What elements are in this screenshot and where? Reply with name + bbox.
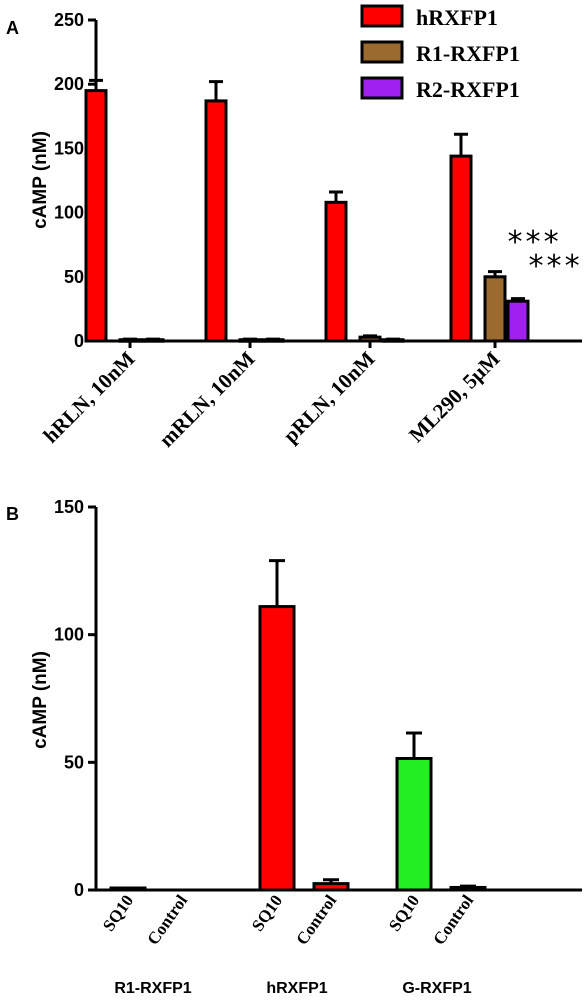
panel-a-bar — [358, 335, 382, 343]
legend-label: R2-RXFP1 — [416, 77, 520, 102]
panel-b-error-bar — [269, 559, 285, 607]
panel-a-error-bar — [209, 80, 223, 101]
panel-a-y-tick-label: 200 — [54, 74, 84, 94]
panel-a-bar — [324, 200, 348, 343]
panel-a-error-bar — [266, 337, 280, 341]
panel-a-error-bar — [89, 78, 103, 91]
panel-b-y-tick-label: 50 — [64, 752, 84, 772]
panel-a-error-bar — [329, 190, 343, 203]
panel-a-bar — [204, 99, 228, 343]
panel-b-bar-label: SQ10 — [385, 891, 423, 934]
panel-a-y-tick-label: 0 — [74, 331, 84, 351]
panel-a-bar — [483, 275, 507, 343]
panel-b-y-tick-label: 100 — [54, 625, 84, 645]
panel-b-error-bar — [323, 878, 339, 884]
panel-a-y-tick-label: 50 — [64, 267, 84, 287]
panel-a-error-bar — [363, 334, 377, 338]
panel-a-y-tick-label: 100 — [54, 203, 84, 223]
panel-a-error-bar — [123, 337, 137, 341]
panel-b-bar-label: SQ10 — [99, 891, 137, 934]
panel-b-bar-label: Control — [292, 891, 340, 948]
panel-b-group-label: G-RXFP1 — [402, 980, 471, 997]
panel-b-y-tick-label: 150 — [54, 497, 84, 517]
panel-a-bar — [84, 89, 108, 343]
panel-a-error-bar — [454, 132, 468, 157]
significance-marker-r1: *** — [506, 225, 560, 260]
panel-a-error-bar — [386, 337, 400, 341]
panel-a-category-label: ML290, 5μM — [404, 346, 505, 447]
panel-b-bar-label: Control — [143, 891, 191, 948]
panel-a-y-tick-label: 250 — [54, 10, 84, 30]
panel-b-bar — [312, 882, 350, 892]
panel-b-bar — [395, 757, 433, 892]
panel-b-error-bar — [406, 731, 422, 759]
panel-b-y-axis-label: cAMP (nM) — [30, 651, 51, 749]
significance-marker-r2: *** — [527, 249, 581, 284]
legend-label: hRXFP1 — [416, 5, 498, 30]
panel-a-bar — [506, 299, 530, 343]
panel-a-error-bar — [146, 337, 160, 341]
panel-b-group-label: R1-RXFP1 — [114, 980, 191, 997]
panel-b-bar-label: SQ10 — [248, 891, 286, 934]
panel-b-group-label: hRXFP1 — [266, 980, 327, 997]
panel-a: A cAMP (nM) 0 50 100 150 200 250 hRLN, 10nM mR… — [6, 4, 582, 452]
panel-a-letter: A — [6, 18, 19, 38]
panel-a-error-bar — [488, 270, 502, 277]
panel-b-y-tick-label: 0 — [74, 880, 84, 900]
panel-b-bar — [258, 605, 296, 892]
panel-b-bar — [449, 885, 487, 892]
panel-b-letter: B — [6, 504, 19, 524]
panel-a-y-axis-label: cAMP (nM) — [30, 131, 51, 229]
panel-a-error-bar — [511, 297, 525, 302]
panel-a-category-label: pRLN, 10nM — [278, 346, 379, 447]
panel-a-category-label: hRLN, 10nM — [38, 346, 139, 447]
legend-label: R1-RXFP1 — [416, 41, 520, 66]
legend-swatch — [360, 4, 404, 28]
panel-a-y-tick-label: 150 — [54, 138, 84, 158]
panel-b-bar-label: Control — [429, 891, 477, 948]
legend-swatch — [360, 40, 404, 64]
panel-a-bar — [449, 154, 473, 343]
legend-swatch — [360, 76, 404, 100]
panel-b-error-bar — [460, 884, 476, 888]
panel-a-category-label: mRLN, 10nM — [154, 346, 259, 451]
panel-a-error-bar — [243, 337, 257, 341]
panel-b-axes — [94, 507, 582, 892]
